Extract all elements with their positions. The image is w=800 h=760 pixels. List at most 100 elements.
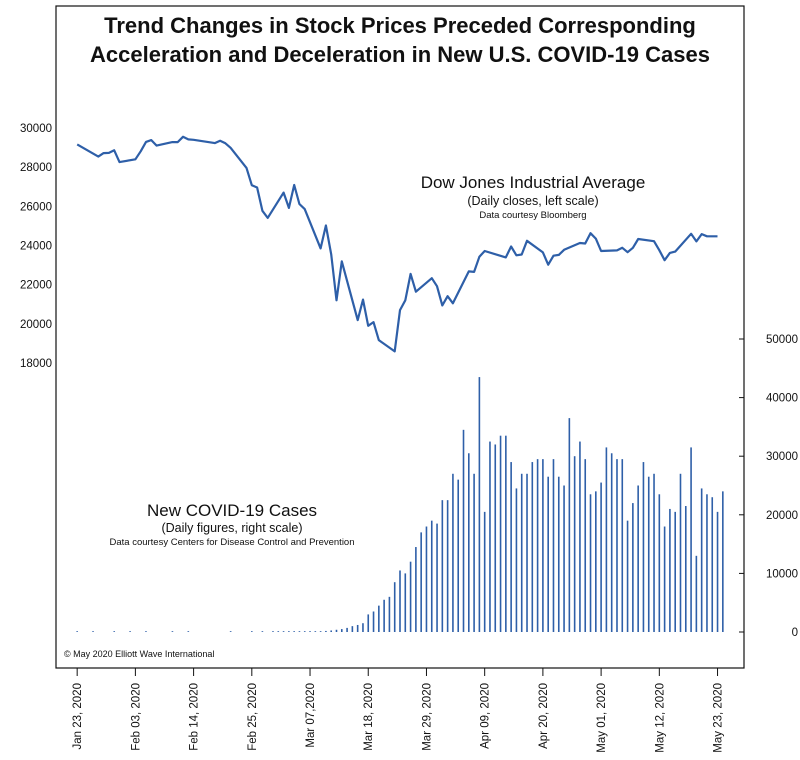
covid-bar xyxy=(494,444,497,632)
covid-bar xyxy=(92,631,94,632)
left-tick-label: 24000 xyxy=(20,241,52,253)
x-tick-label: Apr 09, 2020 xyxy=(480,683,492,749)
covid-bar xyxy=(314,631,317,632)
chart-title-line2: Acceleration and Deceleration in New U.S… xyxy=(90,42,710,67)
covid-bar xyxy=(674,511,676,632)
covid-bar xyxy=(489,441,491,632)
covid-bar xyxy=(700,488,703,632)
covid-bar xyxy=(145,631,147,632)
covid-bar xyxy=(573,456,576,632)
covid-bar xyxy=(187,631,190,632)
covid-bar xyxy=(430,520,433,632)
covid-bar xyxy=(372,611,375,632)
covid-bar xyxy=(351,626,354,632)
covid-label-subtitle: (Daily figures, right scale) xyxy=(161,521,302,535)
covid-bar xyxy=(663,526,666,632)
covid-bar xyxy=(404,573,407,632)
covid-bar xyxy=(330,630,332,632)
covid-bar xyxy=(277,631,280,632)
covid-bar xyxy=(113,631,116,632)
covid-bar xyxy=(129,631,131,632)
covid-bar xyxy=(722,491,724,632)
covid-bar xyxy=(520,473,523,632)
covid-bar xyxy=(346,627,348,632)
covid-bar xyxy=(637,485,639,632)
covid-bar xyxy=(393,582,396,632)
covid-bar xyxy=(695,555,698,632)
covid-bar xyxy=(669,508,671,632)
plot-frame xyxy=(55,5,745,669)
covid-bar xyxy=(658,494,661,632)
covid-label-source: Data courtesy Centers for Disease Contro… xyxy=(109,537,354,548)
covid-bar xyxy=(303,631,306,632)
x-tick-label: Feb 25, 2020 xyxy=(247,683,259,751)
dow-line xyxy=(76,135,718,353)
x-tick-label: May 23, 2020 xyxy=(713,683,725,753)
covid-bar xyxy=(399,570,401,632)
covid-bar xyxy=(171,631,174,632)
covid-bar xyxy=(282,631,285,632)
left-tick-label: 30000 xyxy=(20,123,52,135)
covid-bar xyxy=(388,596,391,632)
covid-bar xyxy=(383,599,385,632)
covid-bar xyxy=(293,631,295,632)
left-tick-label: 28000 xyxy=(20,162,52,174)
right-tick-label: 40000 xyxy=(766,393,798,405)
covid-bar xyxy=(420,532,422,632)
covid-bar xyxy=(415,547,417,632)
dow-label-source: Data courtesy Bloomberg xyxy=(479,210,586,221)
covid-bar xyxy=(499,435,502,632)
covid-bar xyxy=(251,631,253,632)
left-tick-label: 18000 xyxy=(20,358,52,370)
covid-bar xyxy=(584,459,587,632)
covid-bar xyxy=(536,459,539,632)
right-tick-label: 10000 xyxy=(766,568,798,580)
covid-bar xyxy=(542,459,544,632)
covid-bars xyxy=(76,377,724,632)
covid-bar xyxy=(362,623,364,632)
covid-bar xyxy=(568,418,571,632)
covid-bar xyxy=(589,494,592,632)
covid-bar xyxy=(716,511,719,632)
covid-bar xyxy=(335,629,338,632)
covid-bar xyxy=(642,462,645,632)
covid-bar xyxy=(452,473,454,632)
x-tick-label: Feb 03, 2020 xyxy=(130,683,142,751)
x-tick-label: Mar 29, 2020 xyxy=(421,683,433,751)
covid-bar xyxy=(552,459,555,632)
covid-bar xyxy=(457,479,460,632)
covid-bar xyxy=(356,624,359,632)
covid-bar xyxy=(446,500,449,632)
covid-bar xyxy=(298,631,301,632)
right-tick-label: 50000 xyxy=(766,334,798,346)
x-tick-label: Mar 18, 2020 xyxy=(363,683,375,751)
covid-bar xyxy=(706,494,708,632)
covid-bar xyxy=(367,614,370,632)
copyright-text: © May 2020 Elliott Wave International xyxy=(64,649,214,659)
covid-bar xyxy=(309,631,311,632)
right-tick-label: 20000 xyxy=(766,510,798,522)
covid-bar xyxy=(425,526,428,632)
covid-bar xyxy=(340,629,343,632)
dow-label-title: Dow Jones Industrial Average xyxy=(421,173,646,192)
covid-bar xyxy=(478,377,481,632)
covid-bar xyxy=(319,631,322,632)
left-y-axis: 18000 20000 22000 24000 26000 28000 30000 xyxy=(20,123,52,370)
covid-bar xyxy=(647,476,650,632)
covid-bar xyxy=(229,631,232,632)
covid-bar xyxy=(441,500,444,632)
covid-bar xyxy=(531,462,534,632)
covid-bar xyxy=(473,473,475,632)
covid-bar xyxy=(547,476,549,632)
left-tick-label: 20000 xyxy=(20,319,52,331)
covid-bar xyxy=(610,453,613,632)
covid-bar xyxy=(595,491,597,632)
covid-bar xyxy=(436,523,438,632)
x-tick-label: Feb 14, 2020 xyxy=(189,683,201,751)
covid-bar xyxy=(76,631,78,632)
covid-bar xyxy=(378,605,380,632)
covid-bar xyxy=(557,476,560,632)
covid-bar xyxy=(483,511,486,632)
covid-bar xyxy=(679,473,682,632)
